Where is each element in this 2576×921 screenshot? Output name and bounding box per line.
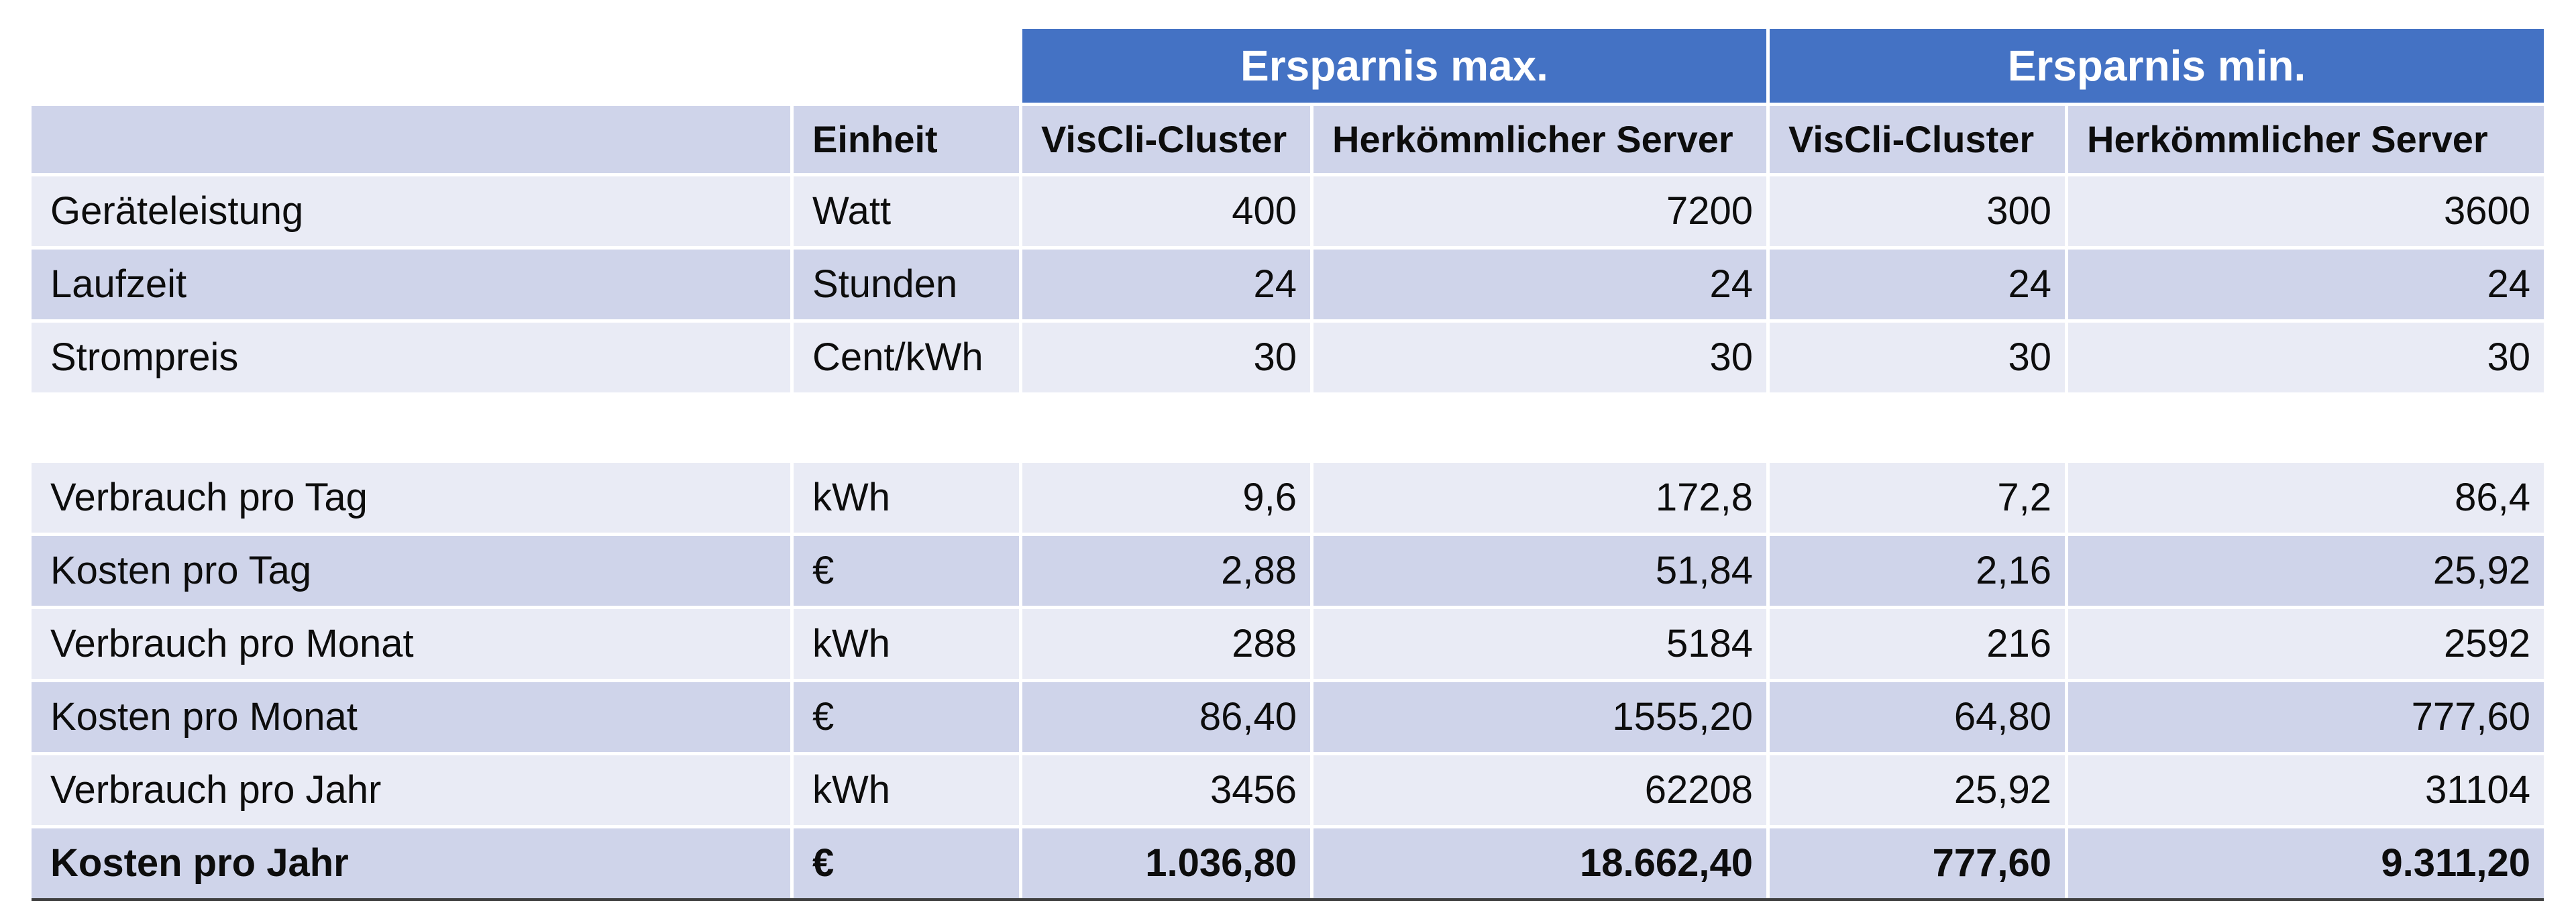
col-header-viscli-cluster-min: VisCli-Cluster xyxy=(1770,106,2065,173)
unit-cell: € xyxy=(794,536,1019,606)
row-label: Verbrauch pro Monat xyxy=(32,609,790,679)
value-cell: 288 xyxy=(1022,609,1310,679)
col-header-einheit: Einheit xyxy=(794,106,1019,173)
value-cell: 300 xyxy=(1770,176,2065,246)
value-cell: 9,6 xyxy=(1022,463,1310,533)
row-label: Laufzeit xyxy=(32,250,790,319)
unit-cell: Watt xyxy=(794,176,1019,246)
unit-cell: Stunden xyxy=(794,250,1019,319)
value-cell: 172,8 xyxy=(1313,463,1766,533)
savings-table: Ersparnis max. Ersparnis min. Einheit Vi… xyxy=(32,29,2544,898)
value-cell: 2592 xyxy=(2068,609,2544,679)
value-cell: 24 xyxy=(2068,250,2544,319)
value-cell: 1555,20 xyxy=(1313,682,1766,752)
group-header-ersparnis-min: Ersparnis min. xyxy=(1770,29,2544,103)
value-cell: 30 xyxy=(2068,323,2544,392)
value-cell: 64,80 xyxy=(1770,682,2065,752)
value-cell: 7200 xyxy=(1313,176,1766,246)
value-cell: 2,16 xyxy=(1770,536,2065,606)
value-cell: 24 xyxy=(1770,250,2065,319)
value-cell: 31104 xyxy=(2068,755,2544,825)
col-header-row-label xyxy=(32,106,790,173)
value-cell: 7,2 xyxy=(1770,463,2065,533)
unit-cell: € xyxy=(794,682,1019,752)
row-label: Kosten pro Monat xyxy=(32,682,790,752)
value-cell: 2,88 xyxy=(1022,536,1310,606)
value-cell: 62208 xyxy=(1313,755,1766,825)
value-cell: 777,60 xyxy=(1770,828,2065,898)
value-cell: 1.036,80 xyxy=(1022,828,1310,898)
value-cell: 30 xyxy=(1770,323,2065,392)
value-cell: 3456 xyxy=(1022,755,1310,825)
unit-cell: kWh xyxy=(794,609,1019,679)
group-header-ersparnis-max: Ersparnis max. xyxy=(1022,29,1766,103)
row-label: Strompreis xyxy=(32,323,790,392)
value-cell: 86,40 xyxy=(1022,682,1310,752)
value-cell: 25,92 xyxy=(1770,755,2065,825)
value-cell: 30 xyxy=(1022,323,1310,392)
value-cell: 777,60 xyxy=(2068,682,2544,752)
row-label: Kosten pro Tag xyxy=(32,536,790,606)
unit-cell: kWh xyxy=(794,755,1019,825)
value-cell: 216 xyxy=(1770,609,2065,679)
value-cell: 3600 xyxy=(2068,176,2544,246)
row-label: Kosten pro Jahr xyxy=(32,828,790,898)
table-bottom-border-line xyxy=(32,898,2544,901)
value-cell: 9.311,20 xyxy=(2068,828,2544,898)
value-cell: 5184 xyxy=(1313,609,1766,679)
col-header-viscli-cluster-max: VisCli-Cluster xyxy=(1022,106,1310,173)
value-cell: 51,84 xyxy=(1313,536,1766,606)
row-label: Verbrauch pro Jahr xyxy=(32,755,790,825)
spacer-row xyxy=(32,396,2544,459)
value-cell: 18.662,40 xyxy=(1313,828,1766,898)
value-cell: 24 xyxy=(1022,250,1310,319)
value-cell: 25,92 xyxy=(2068,536,2544,606)
value-cell: 24 xyxy=(1313,250,1766,319)
unit-cell: € xyxy=(794,828,1019,898)
value-cell: 30 xyxy=(1313,323,1766,392)
unit-cell: Cent/kWh xyxy=(794,323,1019,392)
value-cell: 400 xyxy=(1022,176,1310,246)
value-cell: 86,4 xyxy=(2068,463,2544,533)
empty-corner-cell xyxy=(794,29,1019,103)
empty-corner-cell xyxy=(32,29,790,103)
col-header-herkoemmlicher-server-min: Herkömmlicher Server xyxy=(2068,106,2544,173)
row-label: Verbrauch pro Tag xyxy=(32,463,790,533)
unit-cell: kWh xyxy=(794,463,1019,533)
row-label: Geräteleistung xyxy=(32,176,790,246)
col-header-herkoemmlicher-server-max: Herkömmlicher Server xyxy=(1313,106,1766,173)
